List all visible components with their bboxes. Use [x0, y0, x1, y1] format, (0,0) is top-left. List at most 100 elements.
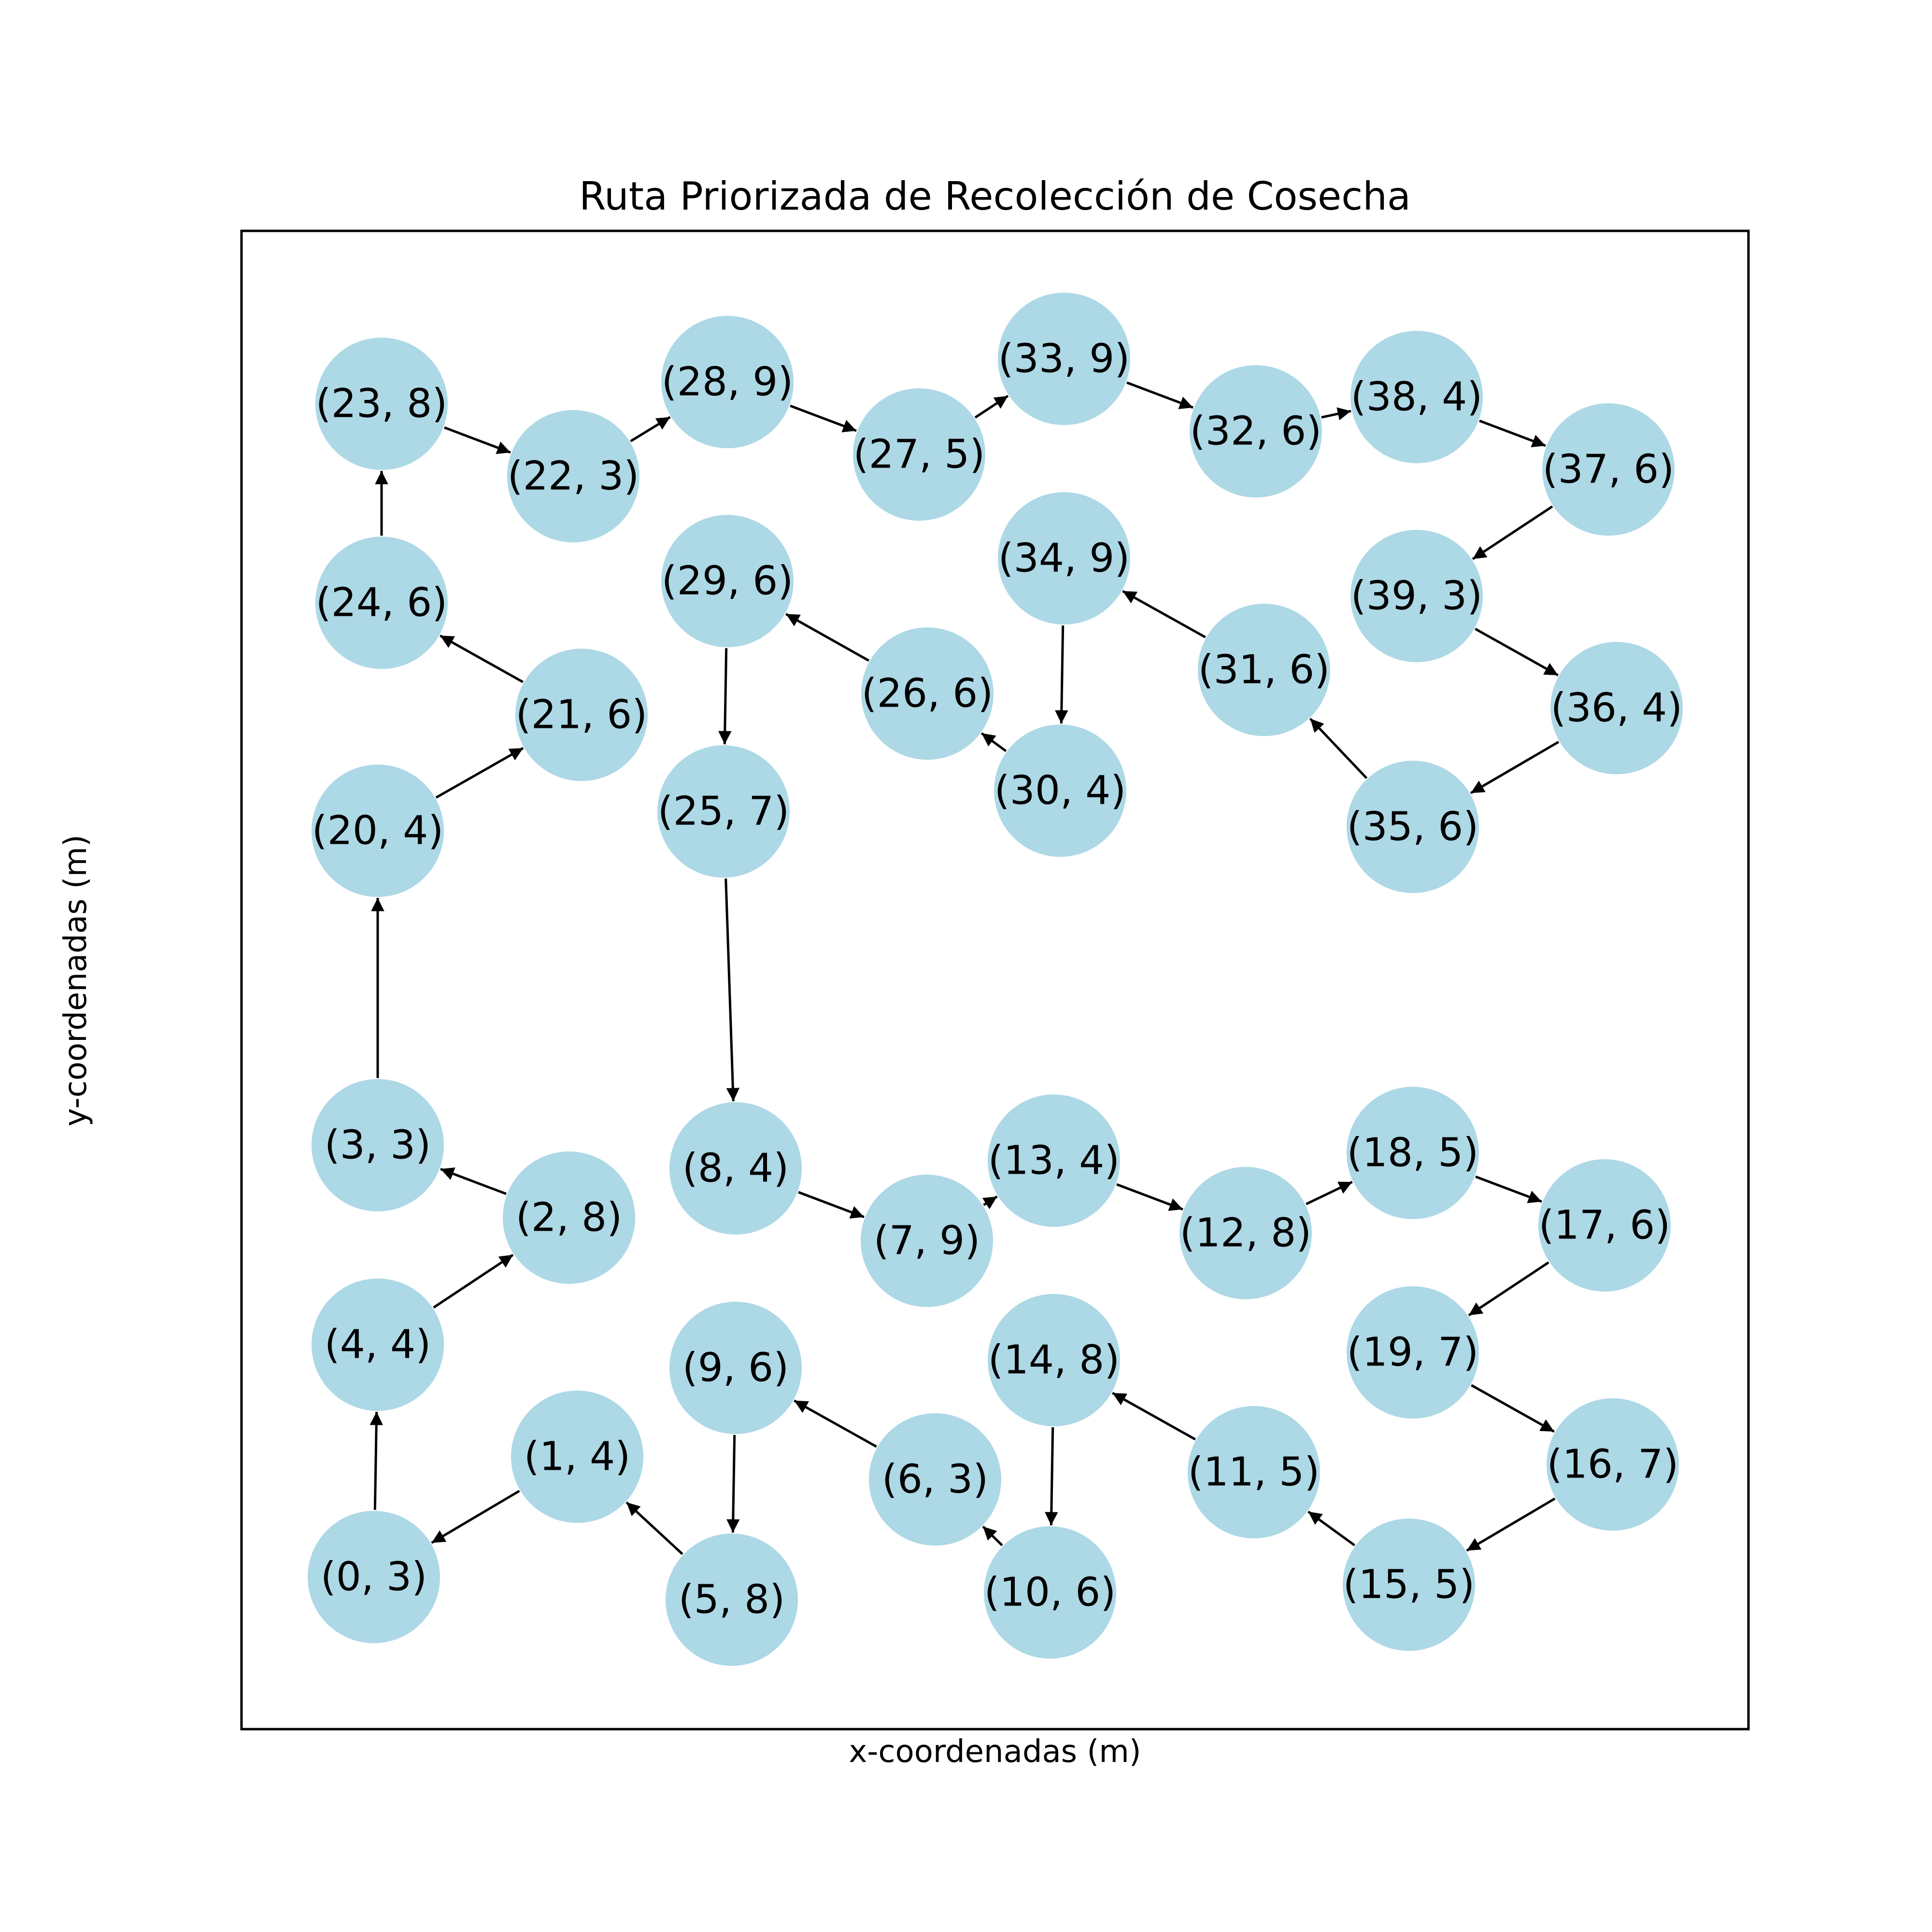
edge-arrow-n38-n37 [1479, 419, 1546, 448]
node-n21: (21, 6) [515, 649, 648, 781]
node-label: (23, 8) [316, 381, 448, 427]
node-n10: (10, 6) [984, 1526, 1116, 1659]
node-label: (7, 9) [874, 1218, 980, 1264]
node-label: (13, 4) [988, 1138, 1120, 1184]
edge-arrow-n28-n27 [790, 404, 857, 433]
node-circle [308, 1511, 440, 1643]
node-circle [861, 627, 994, 760]
edge-arrow-n39-n36 [1475, 627, 1559, 677]
node-circle [1188, 1406, 1320, 1538]
edge-arrow-n23-n22 [444, 426, 511, 455]
node-label: (27, 5) [853, 432, 985, 478]
node-circle [666, 1534, 798, 1666]
node-circle [1347, 1087, 1479, 1219]
node-circle [1347, 761, 1479, 893]
node-circle [869, 1413, 1001, 1546]
node-label: (39, 3) [1351, 573, 1483, 619]
node-n24: (24, 6) [315, 537, 448, 669]
node-label: (25, 7) [658, 789, 790, 835]
node-label: (28, 9) [662, 359, 794, 405]
node-n27: (27, 5) [853, 388, 985, 521]
diagram-title: Ruta Priorizada de Recolección de Cosech… [579, 174, 1411, 219]
node-n13: (13, 4) [988, 1094, 1120, 1227]
edge-arrow-n18-n17 [1475, 1175, 1542, 1204]
node-n14: (14, 8) [988, 1294, 1120, 1426]
edge-arrow-n30-n26 [980, 732, 1007, 752]
node-label: (34, 9) [998, 536, 1130, 582]
node-circle [511, 1391, 643, 1523]
node-circle [1190, 365, 1322, 497]
node-circle [1538, 1159, 1671, 1292]
node-circle [1547, 1398, 1679, 1531]
node-circle [1347, 1286, 1479, 1419]
node-n35: (35, 6) [1347, 761, 1479, 893]
node-n30: (30, 4) [994, 724, 1126, 857]
edge-arrow-n2-n3 [440, 1167, 507, 1195]
node-label: (30, 4) [994, 768, 1126, 814]
edge-arrow-n22-n28 [630, 416, 671, 442]
node-label: (24, 6) [316, 580, 448, 626]
node-circle [1350, 331, 1483, 463]
node-circle [1542, 403, 1675, 536]
node-n15: (15, 5) [1343, 1519, 1475, 1651]
edge-arrow-n0-n4 [369, 1411, 383, 1510]
x-axis-label: x-coordenadas (m) [849, 1734, 1141, 1770]
node-label: (14, 8) [988, 1337, 1120, 1383]
node-n12: (12, 8) [1179, 1167, 1312, 1299]
node-n29: (29, 6) [661, 515, 794, 647]
edge-arrow-n21-n24 [440, 634, 524, 683]
node-n5: (5, 8) [666, 1534, 798, 1666]
node-label: (31, 6) [1198, 647, 1330, 693]
edge-arrow-n5-n1 [625, 1501, 683, 1555]
node-circle [507, 410, 639, 542]
node-n9: (9, 6) [669, 1302, 802, 1434]
node-label: (33, 9) [998, 336, 1130, 382]
node-label: (5, 8) [679, 1577, 785, 1623]
plot-frame [240, 229, 1750, 1731]
node-n33: (33, 9) [998, 293, 1130, 425]
node-n31: (31, 6) [1198, 604, 1330, 736]
node-label: (3, 3) [325, 1122, 431, 1168]
node-n34: (34, 9) [998, 492, 1130, 625]
node-circle [988, 1294, 1120, 1426]
node-label: (1, 4) [524, 1434, 630, 1480]
node-n11: (11, 5) [1188, 1406, 1320, 1538]
node-n4: (4, 4) [312, 1279, 444, 1411]
edge-arrow-n34-n30 [1055, 625, 1068, 724]
node-circle [503, 1151, 635, 1284]
node-circle [1550, 642, 1683, 774]
node-label: (4, 4) [325, 1322, 431, 1368]
node-n3: (3, 3) [312, 1079, 444, 1211]
node-circle [515, 649, 648, 781]
node-n1: (1, 4) [511, 1391, 643, 1523]
node-n18: (18, 5) [1347, 1087, 1479, 1219]
edge-arrow-n9-n5 [726, 1435, 740, 1533]
node-label: (11, 5) [1188, 1449, 1320, 1495]
node-circle [312, 1079, 444, 1211]
node-label: (12, 8) [1180, 1210, 1312, 1256]
node-label: (38, 4) [1351, 374, 1483, 420]
node-label: (16, 7) [1547, 1442, 1679, 1488]
edge-arrow-n12-n18 [1306, 1180, 1353, 1206]
node-n23: (23, 8) [315, 338, 448, 470]
node-circle [661, 515, 794, 647]
edge-arrow-n15-n11 [1307, 1510, 1355, 1547]
node-label: (6, 3) [882, 1457, 988, 1503]
edge-arrow-n29-n25 [718, 648, 732, 745]
node-circle [669, 1302, 802, 1434]
node-n38: (38, 4) [1350, 331, 1483, 463]
node-circle [1350, 530, 1483, 662]
edge-arrow-n6-n9 [794, 1399, 877, 1448]
node-label: (22, 3) [508, 454, 639, 499]
node-n36: (36, 4) [1550, 642, 1683, 774]
node-n37: (37, 6) [1542, 403, 1675, 536]
node-n22: (22, 3) [507, 410, 639, 542]
edge-arrow-n19-n16 [1471, 1384, 1555, 1433]
node-label: (37, 6) [1543, 447, 1675, 493]
edge-arrow-n11-n14 [1112, 1392, 1196, 1441]
node-circle [984, 1526, 1116, 1659]
edge-arrow-n16-n15 [1466, 1497, 1556, 1552]
node-circle [998, 492, 1130, 625]
node-label: (35, 6) [1347, 804, 1479, 850]
